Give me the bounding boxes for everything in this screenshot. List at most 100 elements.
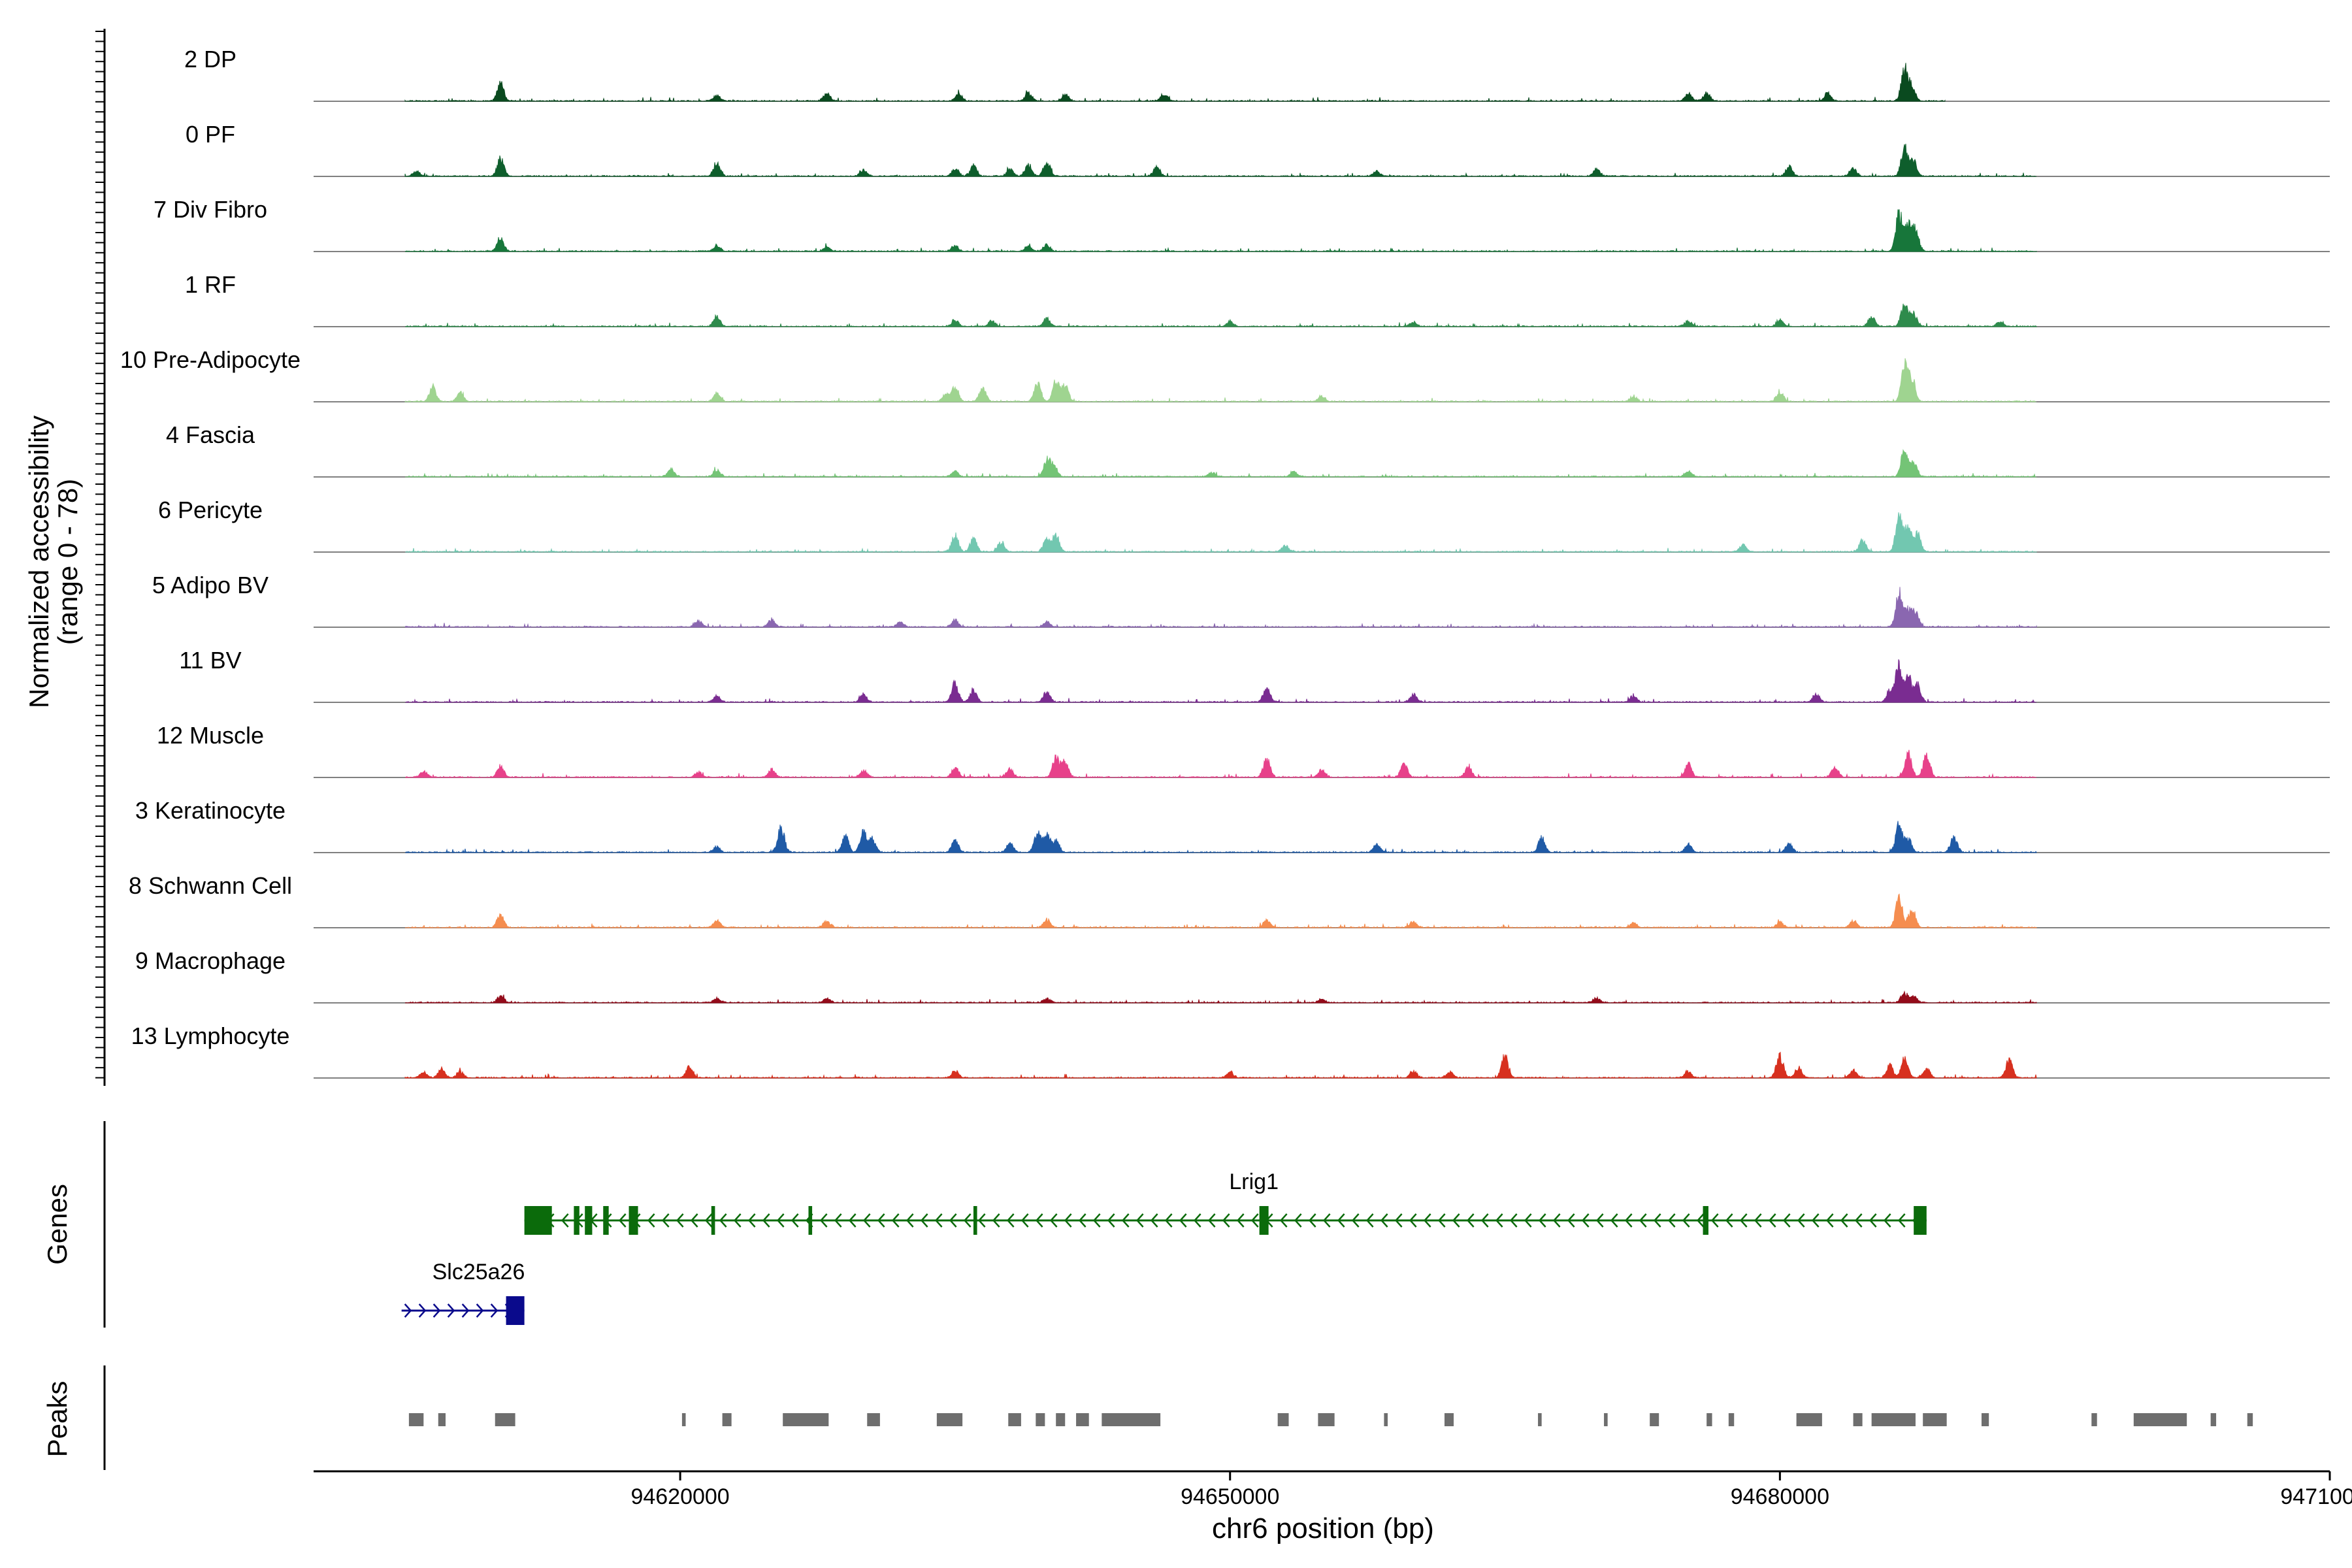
strand-arrow (690, 1213, 698, 1228)
peak-interval (495, 1413, 515, 1426)
peak-interval (681, 1413, 686, 1426)
peak-interval (1384, 1413, 1388, 1426)
peak-interval (1707, 1413, 1712, 1426)
strand-arrow (1409, 1213, 1417, 1228)
exon (973, 1206, 977, 1235)
peak-interval (1076, 1413, 1089, 1426)
peak-interval (1981, 1413, 1989, 1426)
strand-arrow (1279, 1213, 1288, 1228)
gene-label: Slc25a26 (433, 1260, 525, 1284)
strand-arrow (1250, 1213, 1259, 1228)
strand-arrow (791, 1213, 799, 1228)
track-14: 13 Lymphocyte (131, 1022, 2330, 1079)
exon (1914, 1206, 1927, 1235)
strand-arrow (1696, 1213, 1705, 1228)
track-label: 9 Macrophage (135, 947, 286, 974)
coverage-tracks: 2 DP 0 PF 7 Div Fibro 1 RF 10 Pre-Adipocyte 4… (120, 46, 2330, 1079)
strand-arrow (1452, 1213, 1460, 1228)
strand-arrow (618, 1213, 627, 1228)
peak-interval (1318, 1413, 1335, 1426)
strand-arrow (676, 1213, 684, 1228)
gene-label: Lrig1 (1229, 1169, 1279, 1194)
peak-interval (1444, 1413, 1454, 1426)
strand-arrow (1854, 1213, 1863, 1228)
strand-arrow (762, 1213, 770, 1228)
exon (808, 1206, 813, 1235)
track-label: 0 PF (186, 121, 235, 148)
coverage-area (404, 1051, 2037, 1079)
exon (603, 1206, 609, 1235)
peak-interval (1796, 1413, 1822, 1426)
strand-arrow (1869, 1213, 1877, 1228)
strand-arrow (949, 1213, 957, 1228)
peak-interval (438, 1413, 446, 1426)
coverage-area (405, 449, 2036, 478)
strand-arrow (1150, 1213, 1158, 1228)
track-label: 2 DP (184, 46, 237, 73)
coverage-area (404, 358, 2036, 403)
peak-interval (1650, 1413, 1659, 1426)
strand-arrow (661, 1213, 670, 1228)
strand-arrow (1840, 1213, 1848, 1228)
exon (585, 1206, 593, 1235)
strand-arrow (1754, 1213, 1762, 1228)
strand-arrow (819, 1213, 828, 1228)
peak-interval (1056, 1413, 1066, 1426)
strand-arrow (1797, 1213, 1805, 1228)
y-axis-label: Normalized accessibility (24, 416, 54, 708)
exon (629, 1206, 638, 1235)
coverage-area (405, 659, 2036, 704)
peak-interval (1923, 1413, 1947, 1426)
gene-annotation-track: Lrig1 Slc25a26 (401, 1169, 1927, 1325)
strand-arrow (1423, 1213, 1431, 1228)
coverage-area (405, 512, 2037, 553)
strand-arrow (1236, 1213, 1245, 1228)
strand-arrow (1581, 1213, 1590, 1228)
track-label: 6 Pericyte (158, 497, 263, 523)
coverage-area (404, 209, 2037, 253)
strand-arrow (1437, 1213, 1446, 1228)
strand-arrow (1222, 1213, 1230, 1228)
strand-arrow (404, 1303, 412, 1318)
peak-interval (1853, 1413, 1863, 1426)
peak-interval (1871, 1413, 1916, 1426)
track-3: 7 Div Fibro (154, 196, 2330, 253)
peak-interval (722, 1413, 732, 1426)
strand-arrow (1624, 1213, 1633, 1228)
strand-arrow (1308, 1213, 1316, 1228)
strand-arrow (1710, 1213, 1719, 1228)
peak-interval (1277, 1413, 1289, 1426)
x-axis-label: chr6 position (bp) (1212, 1512, 1434, 1544)
peak-interval (936, 1413, 963, 1426)
strand-arrow (647, 1213, 655, 1228)
strand-arrow (1064, 1213, 1072, 1228)
strand-arrow (447, 1303, 455, 1318)
strand-arrow (877, 1213, 885, 1228)
exon (1259, 1206, 1269, 1235)
track-8: 5 Adipo BV (152, 572, 2330, 629)
peak-interval (1102, 1413, 1161, 1426)
strand-arrow (719, 1213, 727, 1228)
x-axis-ticks: 94620000 94650000 94680000 94710000 (630, 1471, 2352, 1509)
track-label: 3 Keratinocyte (135, 797, 286, 824)
strand-arrow (934, 1213, 943, 1228)
coverage-area (404, 749, 2036, 779)
strand-arrow (490, 1303, 498, 1318)
strand-arrow (1365, 1213, 1374, 1228)
strand-arrow (1179, 1213, 1187, 1228)
strand-arrow (1049, 1213, 1058, 1228)
strand-arrow (1725, 1213, 1733, 1228)
peak-interval (2247, 1413, 2253, 1426)
strand-arrow (1897, 1213, 1906, 1228)
peak-interval (408, 1413, 424, 1426)
peak-interval (783, 1413, 829, 1426)
track-6: 4 Fascia (166, 421, 2330, 478)
strand-arrow (1739, 1213, 1748, 1228)
strand-arrow (1135, 1213, 1144, 1228)
peak-interval (1604, 1413, 1608, 1426)
strand-arrow (1351, 1213, 1360, 1228)
strand-arrow (476, 1303, 484, 1318)
strand-arrow (1380, 1213, 1388, 1228)
peaks-track (408, 1413, 2253, 1426)
track-label: 5 Adipo BV (152, 572, 269, 598)
